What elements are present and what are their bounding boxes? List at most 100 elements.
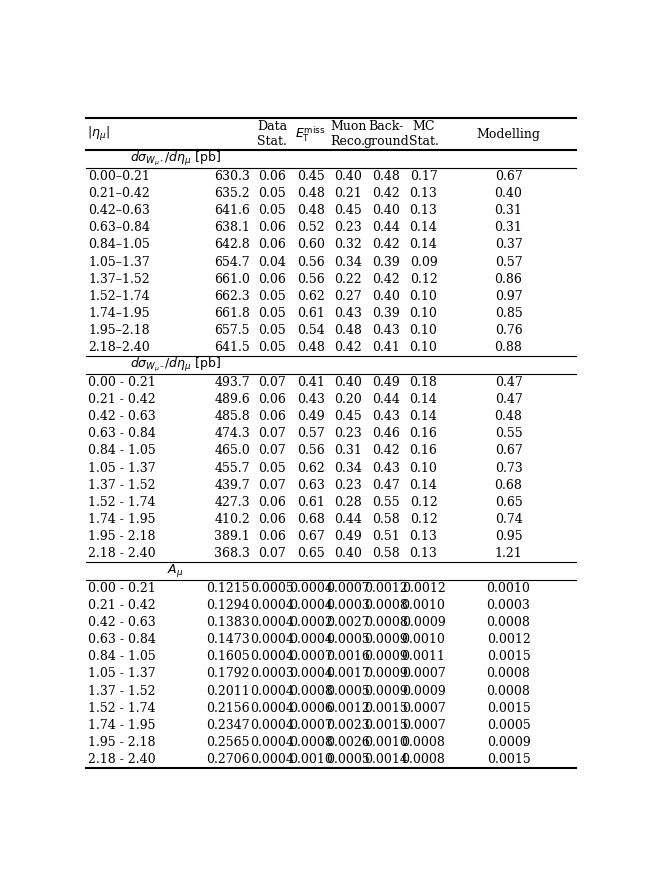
Text: 0.0005: 0.0005 <box>486 719 530 732</box>
Text: $E_{\mathrm{T}}^{\mathrm{miss}}$: $E_{\mathrm{T}}^{\mathrm{miss}}$ <box>295 124 326 144</box>
Text: 0.0002: 0.0002 <box>289 616 332 629</box>
Text: 0.00 - 0.21: 0.00 - 0.21 <box>88 375 156 389</box>
Text: 0.67: 0.67 <box>495 170 522 182</box>
Text: 0.06: 0.06 <box>259 530 286 544</box>
Text: 0.39: 0.39 <box>372 255 400 269</box>
Text: 0.40: 0.40 <box>334 170 362 182</box>
Text: 0.0004: 0.0004 <box>250 719 294 732</box>
Text: 0.55: 0.55 <box>495 427 522 440</box>
Text: 0.46: 0.46 <box>372 427 400 440</box>
Text: $|\eta_{\mu}|$: $|\eta_{\mu}|$ <box>87 125 110 144</box>
Text: 0.31: 0.31 <box>495 204 522 217</box>
Text: 0.84 - 1.05: 0.84 - 1.05 <box>88 650 156 663</box>
Text: 0.13: 0.13 <box>410 187 437 200</box>
Text: 0.1383: 0.1383 <box>206 616 250 629</box>
Text: 0.0014: 0.0014 <box>364 753 408 766</box>
Text: 0.54: 0.54 <box>297 324 324 337</box>
Text: 0.65: 0.65 <box>495 496 522 509</box>
Text: 0.0008: 0.0008 <box>288 737 333 749</box>
Text: 0.48: 0.48 <box>334 324 362 337</box>
Text: 427.3: 427.3 <box>214 496 250 509</box>
Text: 0.05: 0.05 <box>259 204 286 217</box>
Text: 0.13: 0.13 <box>410 530 437 544</box>
Text: 0.31: 0.31 <box>334 444 362 457</box>
Text: 0.0015: 0.0015 <box>364 719 408 732</box>
Text: 1.21: 1.21 <box>495 547 522 560</box>
Text: 661.8: 661.8 <box>214 307 250 320</box>
Text: 0.0008: 0.0008 <box>402 737 446 749</box>
Text: 455.7: 455.7 <box>215 462 250 475</box>
Text: 0.0012: 0.0012 <box>402 581 446 595</box>
Text: 0.0007: 0.0007 <box>289 719 332 732</box>
Text: 493.7: 493.7 <box>214 375 250 389</box>
Text: 1.05 - 1.37: 1.05 - 1.37 <box>88 462 155 475</box>
Text: 0.0011: 0.0011 <box>402 650 446 663</box>
Text: 0.40: 0.40 <box>372 204 400 217</box>
Text: 0.0009: 0.0009 <box>364 633 408 646</box>
Text: 0.49: 0.49 <box>334 530 362 544</box>
Text: 0.0004: 0.0004 <box>250 633 294 646</box>
Text: 0.48: 0.48 <box>297 341 324 354</box>
Text: 0.62: 0.62 <box>297 462 324 475</box>
Text: 0.14: 0.14 <box>410 478 437 492</box>
Text: 0.56: 0.56 <box>297 273 324 285</box>
Text: 0.0007: 0.0007 <box>326 581 370 595</box>
Text: 0.45: 0.45 <box>334 204 362 217</box>
Text: 0.68: 0.68 <box>297 513 324 526</box>
Text: 0.05: 0.05 <box>259 341 286 354</box>
Text: 0.0005: 0.0005 <box>326 633 370 646</box>
Text: 0.63–0.84: 0.63–0.84 <box>88 221 150 234</box>
Text: Modelling: Modelling <box>477 128 541 141</box>
Text: 1.05–1.37: 1.05–1.37 <box>88 255 150 269</box>
Text: 641.5: 641.5 <box>214 341 250 354</box>
Text: 0.14: 0.14 <box>410 239 437 251</box>
Text: 0.21–0.42: 0.21–0.42 <box>88 187 150 200</box>
Text: 0.0003: 0.0003 <box>326 599 370 611</box>
Text: 0.56: 0.56 <box>297 444 324 457</box>
Text: 0.13: 0.13 <box>410 547 437 560</box>
Text: 0.28: 0.28 <box>334 496 362 509</box>
Text: 2.18–2.40: 2.18–2.40 <box>88 341 150 354</box>
Text: 0.73: 0.73 <box>495 462 522 475</box>
Text: 0.32: 0.32 <box>334 239 362 251</box>
Text: 0.1215: 0.1215 <box>206 581 250 595</box>
Text: 1.74 - 1.95: 1.74 - 1.95 <box>88 719 155 732</box>
Text: 0.0015: 0.0015 <box>486 650 530 663</box>
Text: 0.0004: 0.0004 <box>250 685 294 698</box>
Text: 0.48: 0.48 <box>297 187 324 200</box>
Text: 0.0026: 0.0026 <box>326 737 370 749</box>
Text: 0.52: 0.52 <box>297 221 324 234</box>
Text: 0.0008: 0.0008 <box>486 616 530 629</box>
Text: 0.65: 0.65 <box>297 547 324 560</box>
Text: 389.1: 389.1 <box>214 530 250 544</box>
Text: 0.2565: 0.2565 <box>206 737 250 749</box>
Text: 0.00–0.21: 0.00–0.21 <box>88 170 150 182</box>
Text: 0.22: 0.22 <box>334 273 362 285</box>
Text: 0.14: 0.14 <box>410 410 437 423</box>
Text: 0.07: 0.07 <box>259 478 286 492</box>
Text: 0.0015: 0.0015 <box>486 702 530 714</box>
Text: 0.1473: 0.1473 <box>206 633 250 646</box>
Text: 1.37–1.52: 1.37–1.52 <box>88 273 150 285</box>
Text: 0.48: 0.48 <box>495 410 522 423</box>
Text: 0.23: 0.23 <box>334 478 362 492</box>
Text: 465.0: 465.0 <box>214 444 250 457</box>
Text: 0.1294: 0.1294 <box>206 599 250 611</box>
Text: 474.3: 474.3 <box>214 427 250 440</box>
Text: 0.21 - 0.42: 0.21 - 0.42 <box>88 393 155 406</box>
Text: 0.12: 0.12 <box>410 513 437 526</box>
Text: 0.2011: 0.2011 <box>206 685 250 698</box>
Text: 0.85: 0.85 <box>495 307 522 320</box>
Text: 0.41: 0.41 <box>372 341 400 354</box>
Text: 2.18 - 2.40: 2.18 - 2.40 <box>88 753 155 766</box>
Text: 0.1605: 0.1605 <box>206 650 250 663</box>
Text: 0.2156: 0.2156 <box>206 702 250 714</box>
Text: 0.0004: 0.0004 <box>288 633 333 646</box>
Text: 1.74 - 1.95: 1.74 - 1.95 <box>88 513 155 526</box>
Text: 0.0023: 0.0023 <box>326 719 370 732</box>
Text: 0.67: 0.67 <box>297 530 324 544</box>
Text: 0.0003: 0.0003 <box>250 668 294 680</box>
Text: $d\sigma_{W_{\mu^+}}/d\eta_{\mu}\ [\mathrm{pb}]$: $d\sigma_{W_{\mu^+}}/d\eta_{\mu}\ [\math… <box>130 150 221 168</box>
Text: 0.40: 0.40 <box>495 187 522 200</box>
Text: 0.63 - 0.84: 0.63 - 0.84 <box>88 427 156 440</box>
